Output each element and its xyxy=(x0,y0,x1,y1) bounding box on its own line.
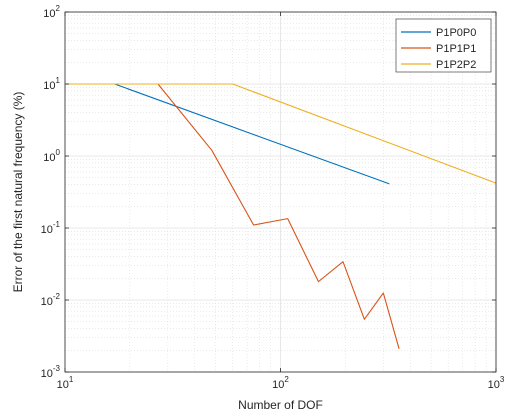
y-tick-labels: 10-3 10-2 10-1 100 101 102 xyxy=(41,4,61,380)
y-tick-label: 102 xyxy=(43,4,60,20)
series-line-p1p2p2 xyxy=(65,83,497,184)
y-tick-label: 101 xyxy=(43,76,60,92)
x-tick-label: 102 xyxy=(272,375,289,391)
series-line-p1p1p1 xyxy=(65,83,400,349)
x-tick-label: 103 xyxy=(488,375,505,391)
series-lines xyxy=(65,83,497,349)
y-tick-label: 100 xyxy=(43,148,60,164)
x-axis-title: Number of DOF xyxy=(238,398,323,412)
y-tick-label: 10-2 xyxy=(41,292,61,308)
y-tick-label: 10-1 xyxy=(41,220,61,236)
x-tick-label: 101 xyxy=(57,375,74,391)
y-tick-label: 10-3 xyxy=(41,364,61,380)
legend-box xyxy=(395,18,492,73)
axis-ticks xyxy=(64,11,497,373)
x-tick-labels: 101 102 103 xyxy=(57,375,505,391)
y-axis-title: Error of the first natural frequency (%) xyxy=(11,92,25,293)
legend-label-p1p0p0: P1P0P0 xyxy=(436,27,476,39)
legend-label-p1p2p2: P1P2P2 xyxy=(436,59,476,71)
legend-label-p1p1p1: P1P1P1 xyxy=(436,43,476,55)
legend: P1P0P0 P1P1P1 P1P2P2 xyxy=(395,18,492,73)
